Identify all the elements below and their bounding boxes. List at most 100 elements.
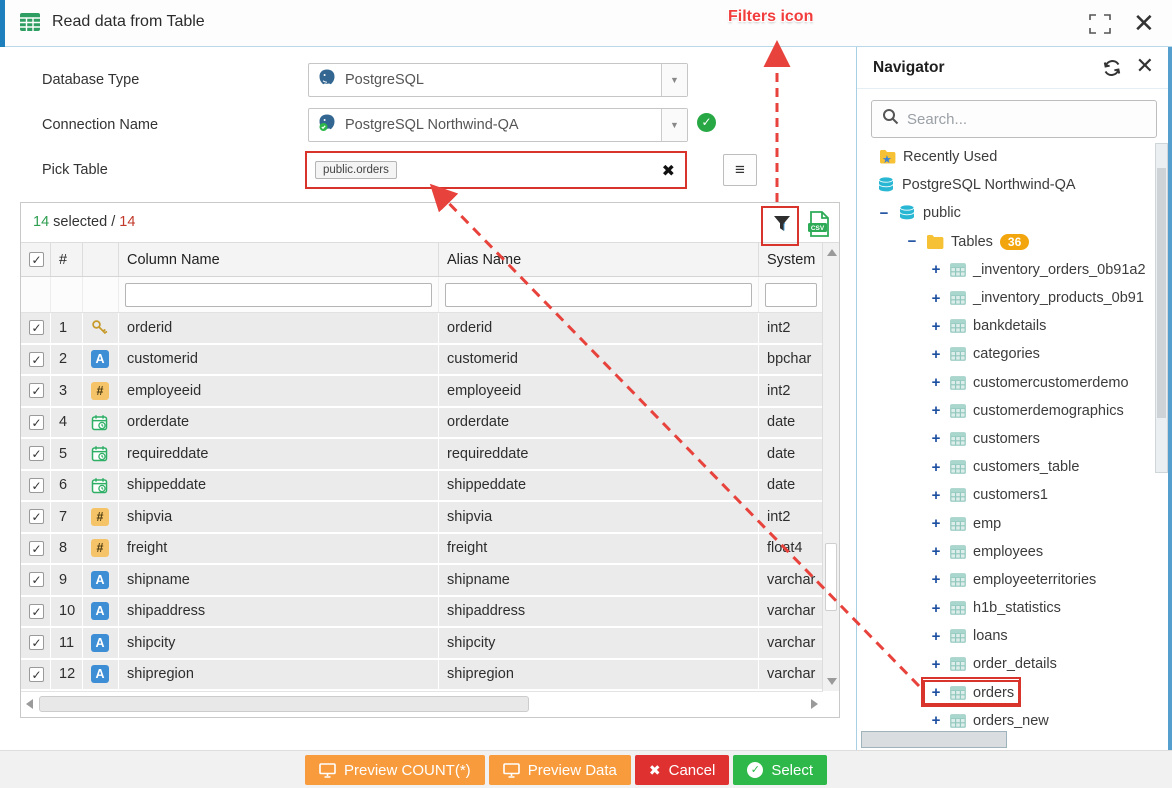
expand-icon[interactable]: + bbox=[931, 684, 941, 702]
filter-icon[interactable] bbox=[766, 209, 798, 239]
scroll-up-icon[interactable] bbox=[827, 249, 837, 256]
grid-vertical-scrollbar[interactable] bbox=[822, 243, 839, 691]
tree-item-tables[interactable]: − Tables 36 bbox=[857, 228, 1157, 256]
col-header-alias-name[interactable]: Alias Name bbox=[439, 243, 759, 276]
search-input[interactable] bbox=[907, 110, 1127, 128]
column-name-cell: employeeid bbox=[119, 376, 439, 406]
row-checkbox[interactable]: ✓ bbox=[29, 603, 44, 619]
column-name-cell: shipvia bbox=[119, 502, 439, 532]
tree-item--inventory-products-0b91[interactable]: + _inventory_products_0b91 bbox=[857, 284, 1157, 312]
scroll-down-icon[interactable] bbox=[827, 678, 837, 685]
row-checkbox[interactable]: ✓ bbox=[29, 383, 44, 399]
tree-item-employees[interactable]: + employees bbox=[857, 538, 1157, 566]
expand-icon[interactable]: + bbox=[931, 374, 941, 392]
row-checkbox[interactable]: ✓ bbox=[29, 351, 44, 367]
expand-icon[interactable]: + bbox=[931, 486, 941, 504]
tree-item-orders[interactable]: + orders bbox=[857, 679, 1157, 707]
expand-icon[interactable]: + bbox=[931, 712, 941, 728]
column-name-cell: freight bbox=[119, 533, 439, 563]
tree-item-customers[interactable]: + customers bbox=[857, 425, 1157, 453]
row-checkbox[interactable]: ✓ bbox=[29, 540, 44, 556]
navigator-search[interactable] bbox=[871, 100, 1157, 138]
row-checkbox[interactable]: ✓ bbox=[29, 320, 44, 336]
row-checkbox[interactable]: ✓ bbox=[29, 572, 44, 588]
tree-item-order-details[interactable]: + order_details bbox=[857, 650, 1157, 678]
tree-item-postgresql-northwind-qa[interactable]: PostgreSQL Northwind-QA bbox=[857, 171, 1157, 199]
collapse-icon[interactable]: − bbox=[907, 233, 917, 251]
cancel-button[interactable]: ✖ Cancel bbox=[634, 755, 730, 785]
clear-icon[interactable]: ✖ bbox=[661, 163, 675, 180]
preview-data-button[interactable]: Preview Data bbox=[488, 755, 631, 785]
tree-item-label: _inventory_orders_0b91a2 bbox=[973, 261, 1146, 278]
expand-icon[interactable]: + bbox=[931, 289, 941, 307]
tree-item--inventory-orders-0b91a2[interactable]: + _inventory_orders_0b91a2 bbox=[857, 256, 1157, 284]
row-checkbox[interactable]: ✓ bbox=[29, 635, 44, 651]
expand-icon[interactable]: + bbox=[931, 599, 941, 617]
row-checkbox[interactable]: ✓ bbox=[29, 477, 44, 493]
tree-item-customers-table[interactable]: + customers_table bbox=[857, 453, 1157, 481]
row-checkbox[interactable]: ✓ bbox=[29, 446, 44, 462]
navigator-horizontal-scrollbar[interactable] bbox=[861, 731, 1007, 748]
expand-icon[interactable]: + bbox=[931, 543, 941, 561]
tree-item-h1b-statistics[interactable]: + h1b_statistics bbox=[857, 594, 1157, 622]
menu-button[interactable]: ≡ bbox=[723, 154, 757, 186]
pick-table-input[interactable]: public.orders ✖ bbox=[305, 151, 687, 189]
expand-icon[interactable]: + bbox=[931, 458, 941, 476]
tree-item-employeeterritories[interactable]: + employeeterritories bbox=[857, 566, 1157, 594]
row-checkbox[interactable]: ✓ bbox=[29, 666, 44, 682]
tree-item-public[interactable]: − public bbox=[857, 199, 1157, 227]
close-icon[interactable]: ✕ bbox=[1133, 8, 1155, 38]
calendar-icon bbox=[83, 439, 119, 469]
grid-vscroll-thumb[interactable] bbox=[825, 543, 837, 611]
expand-icon[interactable]: + bbox=[931, 402, 941, 420]
navigator-vertical-scrollbar[interactable] bbox=[1155, 143, 1168, 473]
grid-horizontal-scrollbar[interactable] bbox=[21, 691, 823, 717]
alias-name-filter-input[interactable] bbox=[445, 282, 752, 307]
navigator-vscroll-thumb[interactable] bbox=[1157, 168, 1166, 418]
tree-item-categories[interactable]: + categories bbox=[857, 340, 1157, 368]
row-checkbox[interactable]: ✓ bbox=[29, 509, 44, 525]
select-button[interactable]: ✓ Select bbox=[733, 755, 828, 785]
col-header-column-name[interactable]: Column Name bbox=[119, 243, 439, 276]
connection-name-select[interactable]: PostgreSQL Northwind-QA ▼ bbox=[308, 108, 688, 142]
collapse-icon[interactable]: − bbox=[879, 204, 889, 222]
tree-item-customerdemographics[interactable]: + customerdemographics bbox=[857, 397, 1157, 425]
expand-icon[interactable]: + bbox=[931, 655, 941, 673]
expand-icon[interactable]: + bbox=[931, 430, 941, 448]
row-number: 10 bbox=[51, 596, 83, 626]
expand-icon[interactable]: + bbox=[931, 345, 941, 363]
expand-icon[interactable]: + bbox=[931, 261, 941, 279]
row-checkbox[interactable]: ✓ bbox=[29, 414, 44, 430]
grid-hscroll-thumb[interactable] bbox=[39, 696, 529, 712]
expand-icon[interactable]: + bbox=[931, 317, 941, 335]
table-icon bbox=[20, 13, 40, 36]
col-header-system[interactable]: System bbox=[767, 251, 816, 268]
preview-count-button[interactable]: Preview COUNT(*) bbox=[305, 755, 485, 785]
refresh-icon[interactable] bbox=[1102, 58, 1122, 83]
expand-icon[interactable]: + bbox=[931, 627, 941, 645]
scroll-left-icon[interactable] bbox=[26, 699, 33, 709]
system-type-cell: int2 bbox=[759, 376, 823, 406]
chevron-down-icon[interactable]: ▼ bbox=[661, 64, 687, 96]
tree-item-emp[interactable]: + emp bbox=[857, 509, 1157, 537]
chevron-down-icon[interactable]: ▼ bbox=[661, 109, 687, 141]
expand-icon[interactable]: + bbox=[931, 571, 941, 589]
expand-icon[interactable]: + bbox=[931, 515, 941, 533]
navigator-close-icon[interactable]: ✕ bbox=[1135, 53, 1154, 78]
maximize-icon[interactable] bbox=[1089, 14, 1111, 34]
csv-export-icon[interactable]: CSV bbox=[807, 211, 831, 242]
column-name-filter-input[interactable] bbox=[125, 282, 432, 307]
scroll-right-icon[interactable] bbox=[811, 699, 818, 709]
tree-item-loans[interactable]: + loans bbox=[857, 622, 1157, 650]
tree-item-customercustomerdemo[interactable]: + customercustomerdemo bbox=[857, 369, 1157, 397]
select-all-checkbox[interactable]: ✓ bbox=[29, 252, 44, 267]
tree-item-recently-used[interactable]: ★ Recently Used bbox=[857, 143, 1157, 171]
tree-item-bankdetails[interactable]: + bankdetails bbox=[857, 312, 1157, 340]
tree-item-orders-new[interactable]: + orders_new bbox=[857, 707, 1157, 728]
tree-item-label: customerdemographics bbox=[973, 402, 1124, 419]
tree-item-customers1[interactable]: + customers1 bbox=[857, 481, 1157, 509]
system-filter-input[interactable] bbox=[765, 282, 817, 307]
column-name-cell: shipaddress bbox=[119, 596, 439, 626]
database-type-select[interactable]: PostgreSQL ▼ bbox=[308, 63, 688, 97]
